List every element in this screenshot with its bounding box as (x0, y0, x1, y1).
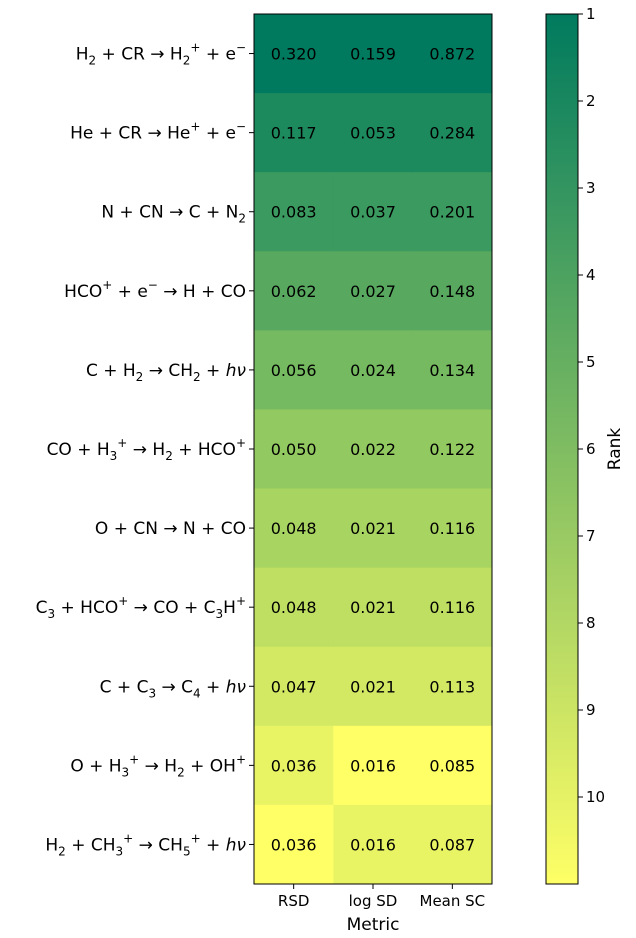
heatmap-cells: 0.320 0.159 0.872 0.117 0.053 0.284 0.083 0.037… (254, 14, 493, 885)
row-label: HCO+ + e− → H + CO (64, 278, 246, 302)
heatmap-cell (412, 172, 493, 252)
heatmap-cell (333, 14, 414, 94)
cell-value: 0.022 (350, 440, 396, 459)
heatmap-cell (412, 93, 493, 173)
heatmap-cell (333, 725, 414, 806)
row-label: H2 + CH3+ → CH5+ + hν (45, 831, 246, 858)
heatmap-cell (254, 725, 334, 806)
cell-value: 0.016 (350, 835, 396, 854)
row-label: He + CR → He+ + e− (70, 120, 246, 144)
heatmap-cell (254, 14, 334, 94)
cell-value: 0.148 (429, 282, 475, 301)
cell-value: 0.056 (271, 361, 317, 380)
cell-value: 0.201 (429, 203, 475, 222)
heatmap-cell (412, 488, 493, 569)
cell-value: 0.050 (271, 440, 317, 459)
cell-value: 0.021 (350, 598, 396, 617)
heatmap-cell (254, 646, 334, 727)
heatmap-cell (333, 646, 414, 727)
column-label: RSD (278, 892, 310, 910)
cell-value: 0.053 (350, 124, 396, 143)
heatmap-cell (412, 14, 493, 94)
row-label: H2 + CR → H2+ + e− (76, 41, 246, 68)
heatmap-cell (254, 330, 334, 410)
cell-value: 0.083 (271, 203, 317, 222)
colorbar-tick-label: 7 (586, 527, 596, 545)
colorbar-tick-label: 5 (586, 353, 596, 371)
heatmap-cell (254, 251, 334, 331)
row-labels: H2 + CR → H2+ + e− He + CR → He+ + e− N + … (36, 41, 254, 858)
row-label: C + C3 → C4 + hν (100, 677, 247, 700)
row-label: O + CN → N + CO (95, 519, 246, 539)
cell-value: 0.048 (271, 598, 317, 617)
cell-value: 0.085 (429, 756, 475, 775)
heatmap-cell (333, 488, 414, 569)
cell-value: 0.062 (271, 282, 317, 301)
heatmap-cell (333, 93, 414, 173)
heatmap-cell (412, 567, 493, 648)
heatmap-cell (333, 409, 414, 490)
row-label: C3 + HCO+ → CO + C3H+ (36, 594, 246, 621)
colorbar-tick-label: 2 (586, 92, 596, 110)
heatmap-cell (254, 409, 334, 490)
cell-value: 0.047 (271, 677, 317, 696)
cell-value: 0.087 (429, 835, 475, 854)
cell-value: 0.159 (350, 45, 396, 64)
cell-value: 0.048 (271, 519, 317, 538)
cell-value: 0.024 (350, 361, 396, 380)
cell-value: 0.116 (429, 519, 475, 538)
heatmap-cell (412, 409, 493, 490)
heatmap-cell (412, 330, 493, 410)
cell-value: 0.037 (350, 203, 396, 222)
column-labels: RSD log SD Mean SC (278, 884, 485, 910)
colorbar-tick-label: 10 (586, 788, 605, 806)
heatmap-cell (333, 172, 414, 252)
cell-value: 0.134 (429, 361, 475, 380)
cell-value: 0.021 (350, 519, 396, 538)
cell-value: 0.117 (271, 124, 317, 143)
colorbar (545, 13, 579, 885)
row-label: N + CN → C + N2 (101, 203, 246, 226)
heatmap-cell (333, 251, 414, 331)
colorbar-tick-label: 4 (586, 266, 596, 284)
heatmap-cell (254, 488, 334, 569)
cell-value: 0.113 (429, 677, 475, 696)
row-label: CO + H3+ → H2 + HCO+ (47, 436, 246, 463)
cell-value: 0.036 (271, 756, 317, 775)
cell-value: 0.116 (429, 598, 475, 617)
heatmap-cell (412, 251, 493, 331)
heatmap-cell (254, 93, 334, 173)
colorbar-title: Rank (605, 428, 625, 471)
cell-value: 0.027 (350, 282, 396, 301)
cell-value: 0.021 (350, 677, 396, 696)
cell-value: 0.016 (350, 756, 396, 775)
colorbar-tick-label: 3 (586, 179, 596, 197)
colorbar-tick-label: 8 (586, 614, 596, 632)
heatmap-cell (412, 646, 493, 727)
heatmap-cell (254, 804, 334, 885)
cell-value: 0.320 (271, 45, 317, 64)
x-axis-title: Metric (347, 915, 400, 934)
column-label: Mean SC (420, 892, 486, 910)
heatmap-cell (333, 567, 414, 648)
colorbar-tick-label: 9 (586, 701, 596, 719)
column-label: log SD (349, 892, 398, 910)
heatmap-cell (412, 804, 493, 885)
cell-value: 0.284 (429, 124, 475, 143)
heatmap-cell (254, 567, 334, 648)
colorbar-tick-label: 6 (586, 440, 596, 458)
cell-value: 0.872 (429, 45, 475, 64)
cell-value: 0.036 (271, 835, 317, 854)
row-label: O + H3+ → H2 + OH+ (70, 752, 246, 779)
colorbar-tick-label: 1 (586, 5, 596, 23)
heatmap-cell (412, 725, 493, 806)
heatmap-cell (333, 804, 414, 885)
heatmap-cell (333, 330, 414, 410)
colorbar-ticks: 1 2 3 4 5 6 7 8 9 10 (578, 5, 605, 806)
heatmap-cell (254, 172, 334, 252)
cell-value: 0.122 (429, 440, 475, 459)
row-label: C + H2 → CH2 + hν (86, 361, 247, 384)
